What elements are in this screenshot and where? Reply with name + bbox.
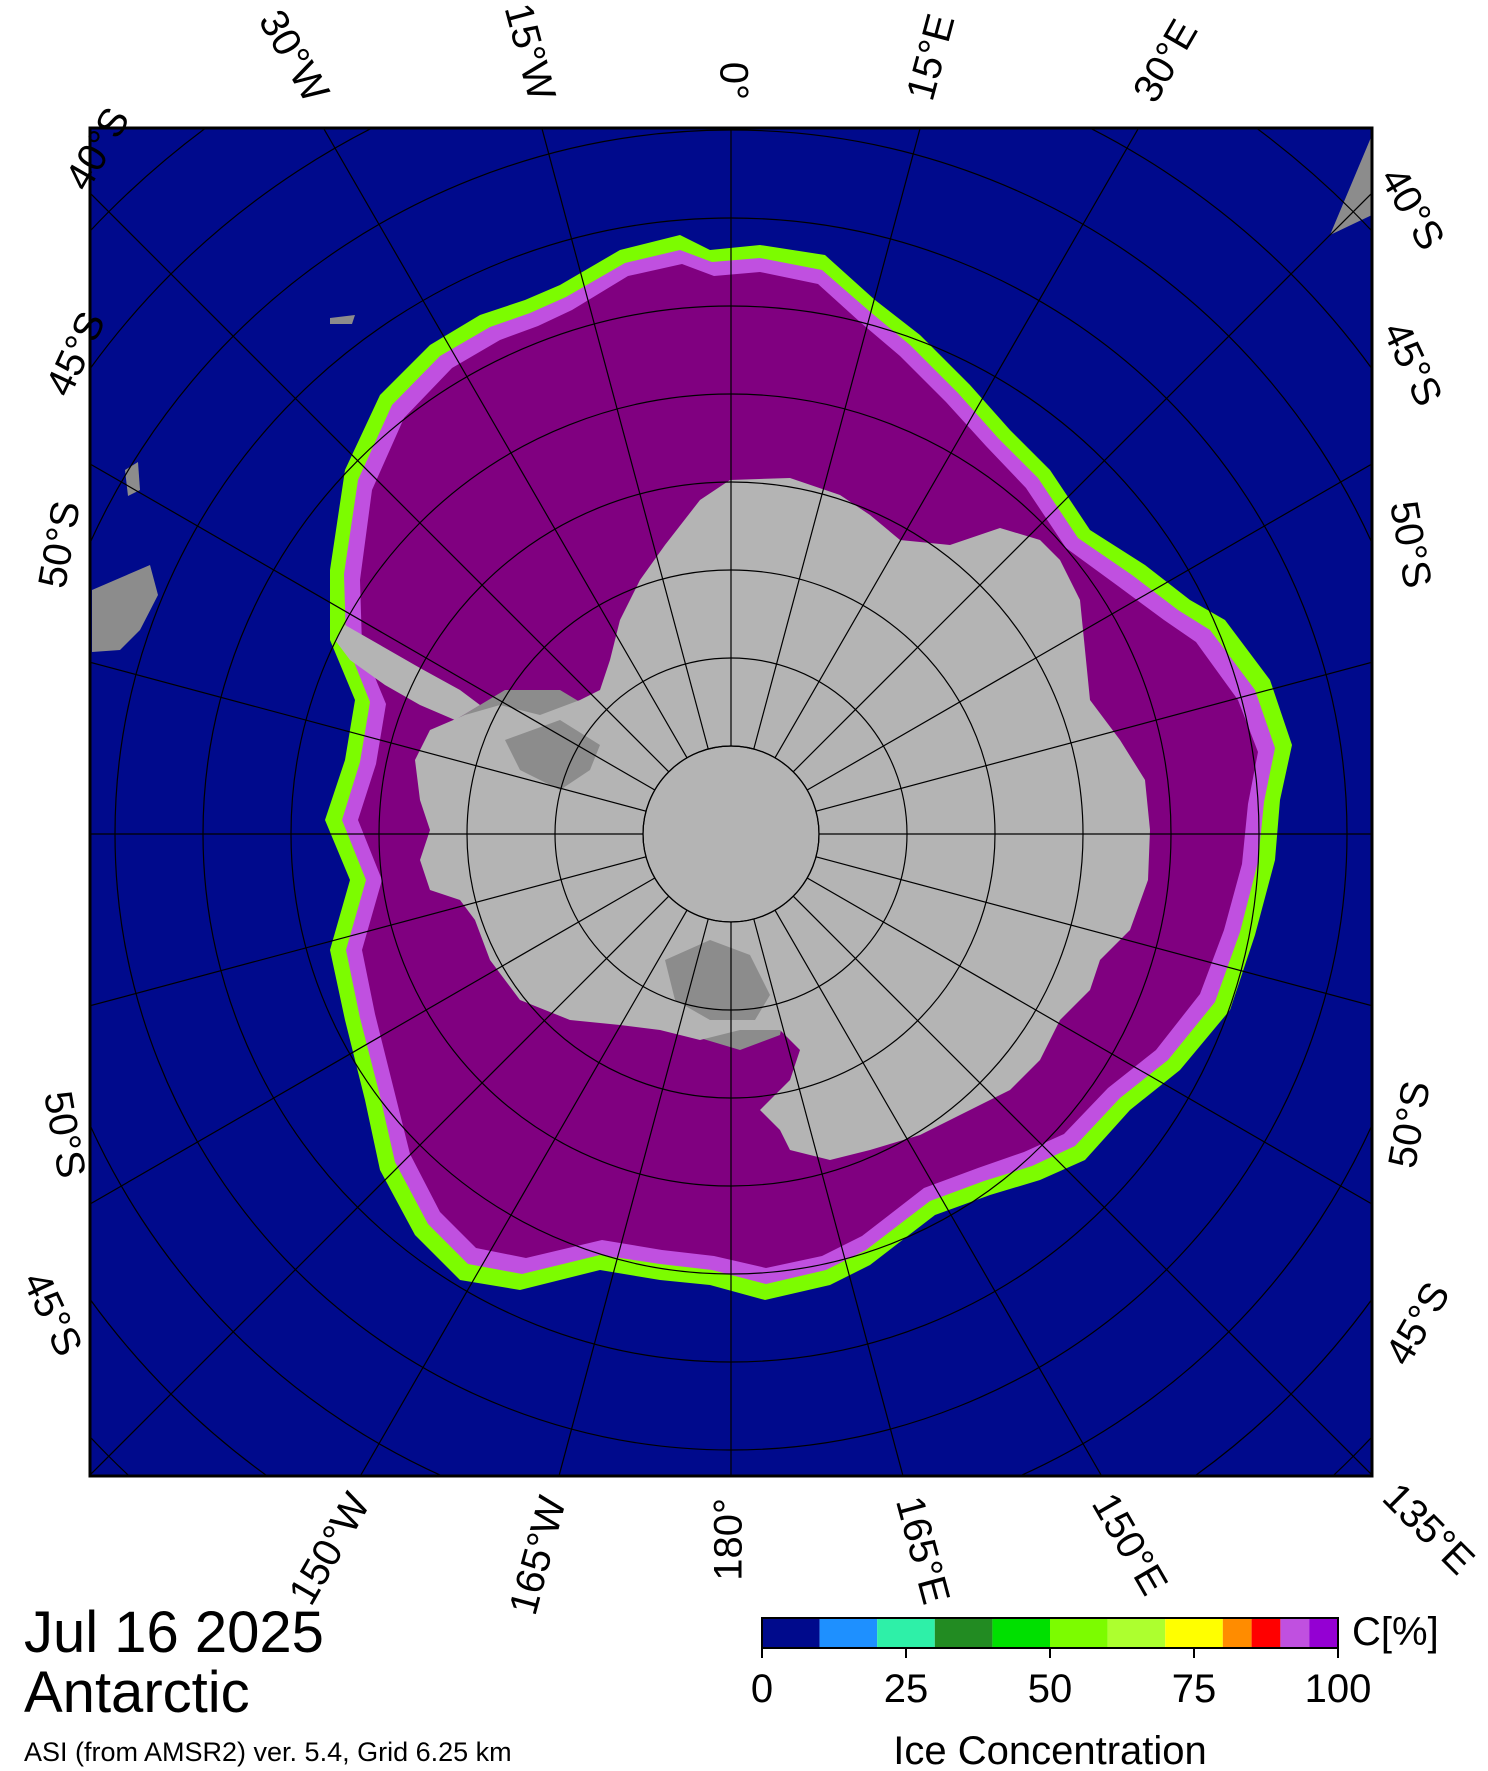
landmass-top-right — [1330, 135, 1372, 235]
lat-label-right-50s: 50°S — [1381, 498, 1439, 591]
lon-label-0: 0° — [711, 62, 755, 100]
meridian-line — [558, 918, 709, 1476]
colorbar-bin — [1251, 1618, 1281, 1648]
meridian-line — [753, 128, 921, 750]
meridian-line — [792, 895, 1372, 1476]
colorbar-tick-label: 0 — [751, 1667, 773, 1711]
lon-label-30e: 30°E — [1125, 12, 1207, 109]
meridian-line — [541, 128, 709, 750]
meridian-line — [322, 128, 688, 759]
colorbar: 0 25 50 75 100 C[%] Ice Concentration — [751, 1610, 1439, 1771]
longitude-labels-top: 30°W 15°W 0° 15°E 30°E — [250, 0, 1207, 110]
meridian-line — [90, 463, 656, 791]
colorbar-title: Ice Concentration — [893, 1729, 1207, 1771]
colorbar-tick-label: 25 — [884, 1667, 929, 1711]
meridian-line — [753, 918, 904, 1476]
lat-label-left-50s: 50°S — [30, 498, 88, 591]
map-frame — [88, 126, 1374, 1478]
meridian-line — [815, 661, 1372, 812]
colorbar-bin — [819, 1618, 878, 1648]
lon-label-165w: 165°W — [501, 1491, 575, 1619]
lon-label-15e: 15°E — [898, 9, 963, 105]
lon-label-15w: 15°W — [496, 0, 564, 105]
colorbar-bin — [877, 1618, 935, 1648]
colorbar-bin — [992, 1618, 1050, 1648]
meridian-line — [815, 856, 1372, 1007]
longitude-labels-bottom: 150°W 165°W 180° 165°E 150°E 135°E — [281, 1475, 1483, 1620]
landmass-left — [92, 565, 158, 652]
meridian-line — [90, 856, 647, 1007]
lon-label-30w: 30°W — [250, 3, 337, 110]
colorbar-bin — [762, 1618, 820, 1648]
latitude-labels-right: 40°S 45°S 50°S 50°S 45°S — [1371, 160, 1458, 1372]
colorbar-bin — [934, 1618, 993, 1648]
landmass-left-small — [125, 462, 140, 496]
colorbar-bin — [1309, 1618, 1338, 1648]
antarctic-peninsula — [335, 625, 480, 720]
data-source: ASI (from AMSR2) ver. 5.4, Grid 6.25 km — [24, 1737, 512, 1767]
colorbar-bin — [1222, 1618, 1252, 1648]
map-region: Antarctic — [24, 1660, 250, 1725]
lat-label-left-50s-lower: 50°S — [35, 1088, 93, 1181]
lat-label-right-50s-lower: 50°S — [1380, 1078, 1438, 1171]
colorbar-bin — [1165, 1618, 1223, 1648]
lon-label-135e: 135°E — [1374, 1475, 1482, 1583]
ice-shelf-ross-inner — [665, 940, 770, 1020]
meridian-line — [90, 661, 647, 812]
lat-label-left-45s-lower: 45°S — [14, 1265, 91, 1363]
meridian-line — [806, 877, 1372, 1205]
colorbar-bin — [1280, 1618, 1310, 1648]
colorbar-bin — [1107, 1618, 1166, 1648]
colorbar-tick-label: 50 — [1028, 1667, 1073, 1711]
colorbar-ticks: 0 25 50 75 100 — [751, 1648, 1372, 1711]
meridian-line — [792, 192, 1372, 773]
meridian-line — [359, 909, 688, 1476]
meridian-line — [90, 877, 656, 1205]
pole-circle — [642, 745, 820, 923]
meridian-line — [774, 909, 1103, 1476]
map-date: Jul 16 2025 — [24, 1600, 324, 1665]
lon-label-150w: 150°W — [281, 1486, 379, 1613]
ice-shelf-inland — [505, 720, 600, 790]
lon-label-150e: 150°E — [1083, 1486, 1176, 1603]
meridian-line — [806, 463, 1372, 791]
lon-label-180: 180° — [707, 1498, 751, 1581]
colorbar-bins — [762, 1618, 1338, 1648]
pole-disk — [645, 748, 817, 920]
lat-label-right-45s-lower: 45°S — [1377, 1275, 1459, 1372]
meridian-line — [90, 895, 670, 1476]
colorbar-unit: C[%] — [1352, 1610, 1439, 1654]
meridian-line — [774, 128, 1140, 759]
lat-label-right-40s: 40°S — [1371, 160, 1453, 257]
colorbar-tick-label: 100 — [1305, 1667, 1372, 1711]
landmass-small-1 — [330, 315, 355, 324]
colorbar-bin — [1050, 1618, 1108, 1648]
lat-label-right-45s: 45°S — [1374, 315, 1451, 413]
meridian-line — [90, 192, 670, 773]
colorbar-tick-label: 75 — [1172, 1667, 1217, 1711]
lon-label-165e: 165°E — [887, 1492, 958, 1609]
